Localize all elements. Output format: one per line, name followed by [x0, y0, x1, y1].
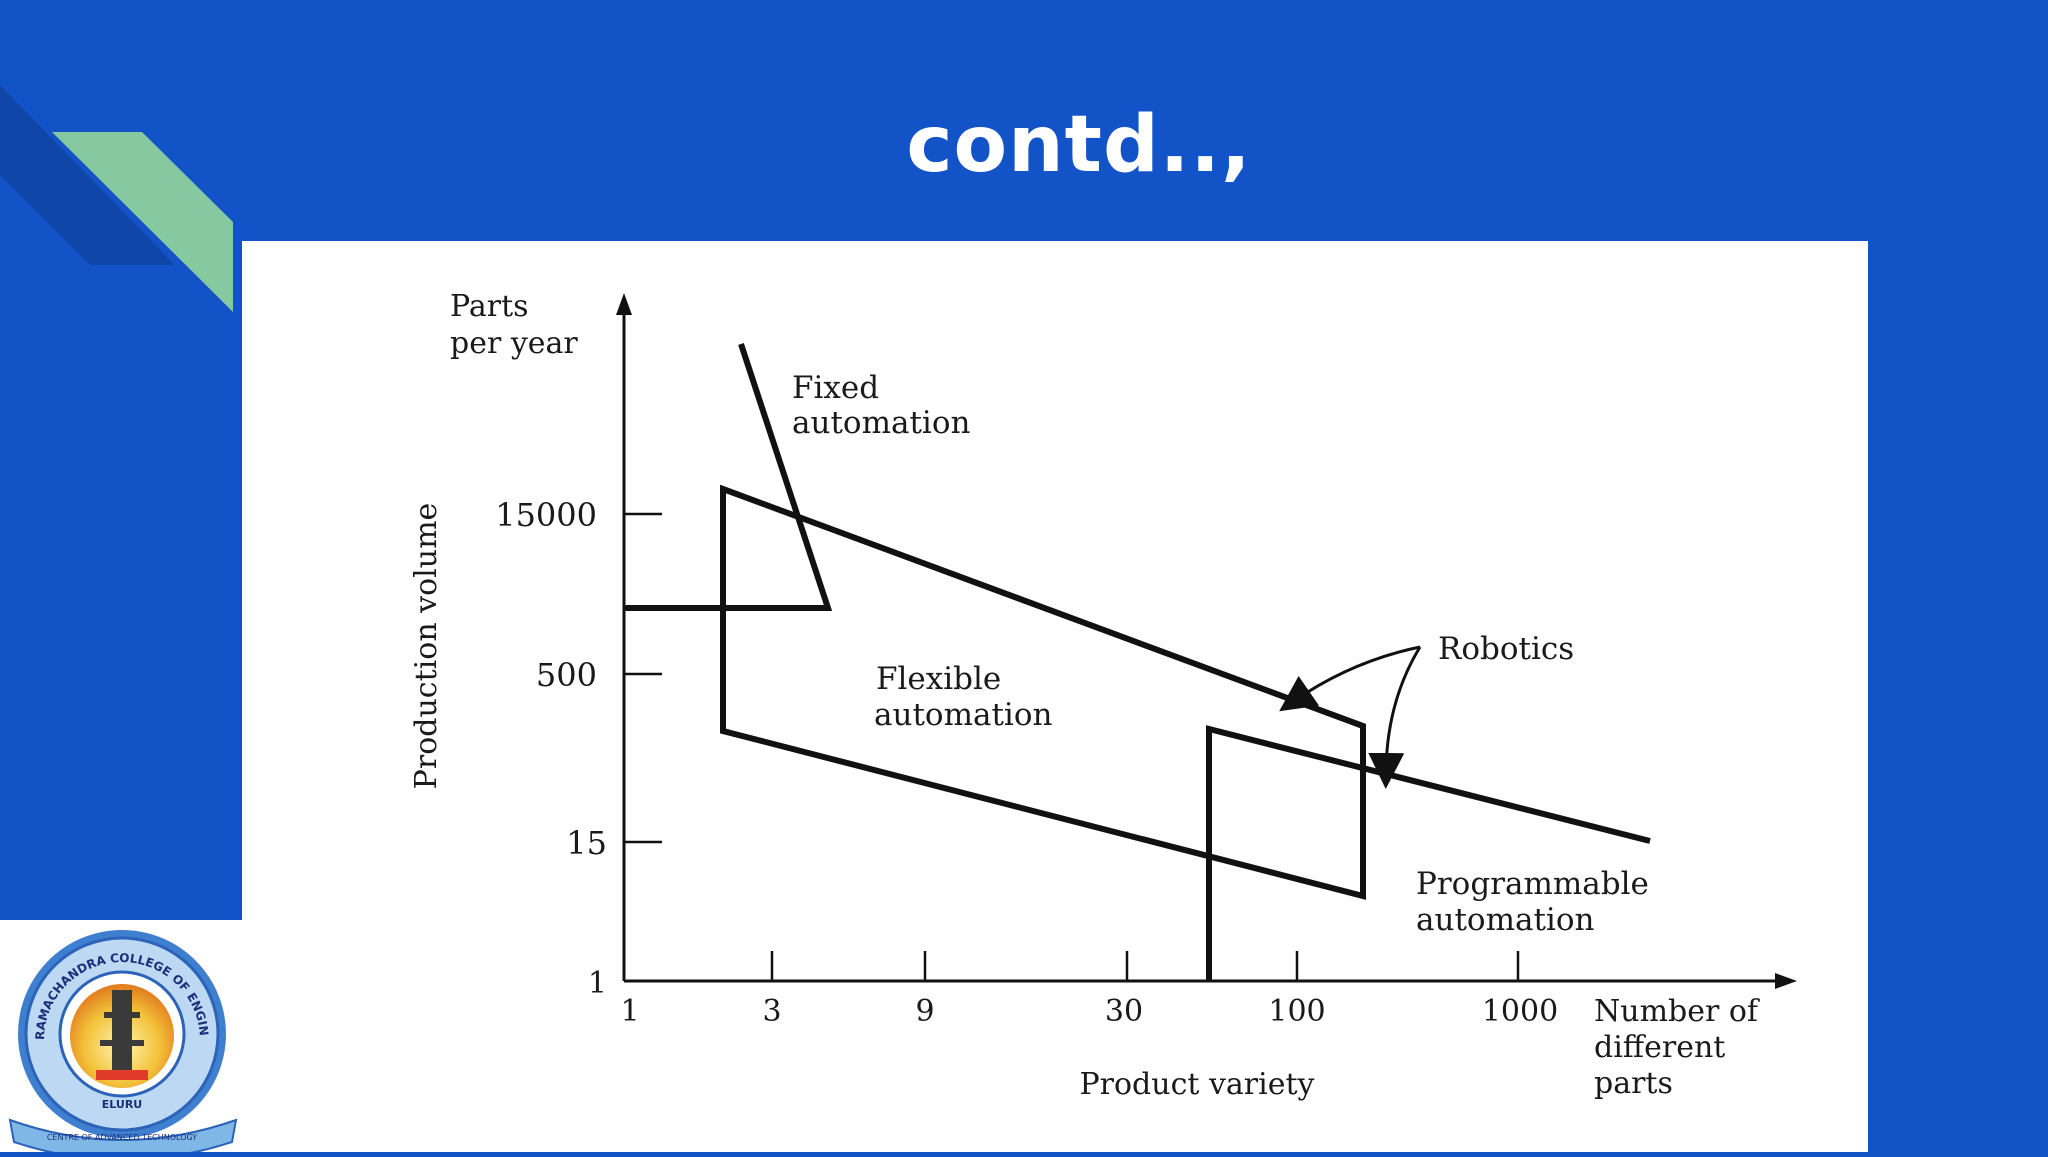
- automation-diagram: 15000 500 15 1 1 3 9 30 100 1000 Parts p…: [409, 289, 1797, 1102]
- programmable-automation-label-line: automation: [1416, 902, 1594, 938]
- college-logo: RAMACHANDRA COLLEGE OF ENGINEERING ELURU…: [0, 909, 238, 1157]
- x-tick-label: 100: [1268, 994, 1325, 1029]
- fixed-automation-label-line: automation: [792, 405, 970, 441]
- robotics-pointer-arrow: [1279, 645, 1421, 712]
- x-tick-label: 3: [762, 994, 781, 1029]
- robotics-pointer-arrow: [1368, 646, 1422, 789]
- flexible-automation-boundary: [720, 484, 1366, 900]
- x-tick-label: 1000: [1482, 994, 1558, 1029]
- flexible-automation-label-line: Flexible: [876, 661, 1001, 697]
- programmable-automation-boundary: [1206, 725, 1651, 981]
- x-caption: Product variety: [1079, 1067, 1314, 1102]
- x-tick-label: 1: [620, 994, 639, 1029]
- fixed-automation-boundary: [624, 343, 833, 611]
- logo-ribbon-text: CENTRE OF ADVANCED TECHNOLOGY: [47, 1133, 197, 1142]
- y-tick-label: 15000: [495, 496, 597, 534]
- x-axis-arrow: [1775, 973, 1797, 989]
- x-tick-label: 30: [1105, 994, 1143, 1029]
- y-side-label: Production volume: [409, 503, 444, 790]
- fixed-automation-label-line: Fixed: [792, 370, 879, 406]
- flexible-automation-label-line: automation: [874, 697, 1052, 733]
- x-axis-title-line: different: [1594, 1030, 1725, 1065]
- corner-decoration: [0, 85, 233, 312]
- robotics-label: Robotics: [1438, 631, 1574, 667]
- x-axis-title-line: parts: [1594, 1066, 1673, 1101]
- diagram-panel: 15000 500 15 1 1 3 9 30 100 1000 Parts p…: [242, 241, 1868, 1152]
- x-axis-title-line: Number of: [1594, 994, 1760, 1029]
- dark-chevron-shape: [0, 85, 175, 265]
- y-axis-title-line: Parts: [450, 289, 529, 324]
- y-axis-arrow: [616, 293, 632, 315]
- y-tick-label: 1: [588, 966, 607, 1001]
- programmable-automation-label-line: Programmable: [1416, 866, 1649, 902]
- college-logo-panel: RAMACHANDRA COLLEGE OF ENGINEERING ELURU…: [0, 909, 242, 1157]
- y-tick-label: 15: [566, 824, 607, 862]
- tower-emblem-icon: [70, 984, 174, 1088]
- y-tick-label: 500: [536, 656, 597, 694]
- y-axis-title-line: per year: [450, 326, 578, 361]
- slide-title: contd..,: [906, 100, 1252, 190]
- x-tick-label: 9: [915, 994, 934, 1029]
- green-chevron-shape: [52, 132, 233, 312]
- logo-place-text: ELURU: [102, 1098, 142, 1111]
